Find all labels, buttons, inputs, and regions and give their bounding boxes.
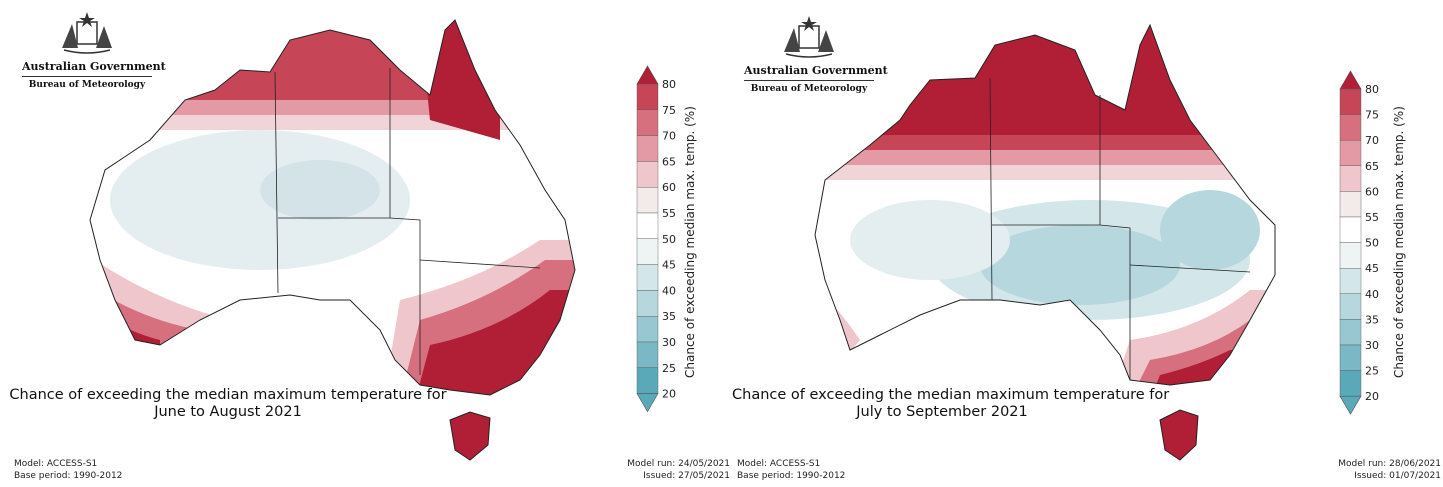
mainland-shading bbox=[815, 25, 1275, 385]
colorbar-segment bbox=[1339, 268, 1362, 295]
colorbar-tick-label: 70 bbox=[662, 130, 676, 143]
colorbar-extend-high bbox=[636, 65, 659, 85]
colorbar-tick-label: 65 bbox=[662, 155, 676, 168]
colorbar-tick-label: 80 bbox=[1365, 83, 1379, 96]
colorbar-extend-high bbox=[1339, 70, 1362, 90]
colorbar-segment bbox=[636, 341, 659, 368]
caption-line2: June to August 2021 bbox=[154, 404, 302, 420]
colorbar-segment bbox=[636, 367, 659, 394]
colorbar-tick-label: 20 bbox=[1365, 390, 1379, 403]
colorbar-segment bbox=[636, 316, 659, 343]
colorbar-segment bbox=[1339, 293, 1362, 320]
colorbar: 80 75 70 65 60 55 50 45 40 35 30 25 20 bbox=[1339, 70, 1379, 415]
colorbar-segment bbox=[1339, 216, 1362, 243]
model-label: Model: ACCESS-S1 bbox=[737, 459, 821, 469]
mainland-shading bbox=[90, 20, 575, 395]
colorbar-tick-label: 65 bbox=[1365, 160, 1379, 173]
tasmania-shading bbox=[450, 412, 490, 460]
colorbar-tick-label: 50 bbox=[662, 233, 676, 246]
colorbar-segment bbox=[1339, 191, 1362, 218]
colorbar: 80 75 70 65 60 55 50 45 40 35 30 25 20 bbox=[636, 65, 676, 413]
colorbar-tick-label: 70 bbox=[1365, 134, 1379, 147]
colorbar-tick-label: 40 bbox=[662, 284, 676, 297]
tasmania-shading bbox=[1160, 410, 1198, 460]
colorbar-segment bbox=[1339, 344, 1362, 371]
australia-map-jja: 80 75 70 65 60 55 50 45 40 35 30 25 20 bbox=[89, 19, 676, 461]
bom-logo: Australian Government Bureau of Meteorol… bbox=[22, 12, 166, 90]
colorbar-tick-label: 40 bbox=[1365, 288, 1379, 301]
colorbar-tick-label: 45 bbox=[662, 259, 676, 272]
forecast-map-panel-jja: 80 75 70 65 60 55 50 45 40 35 30 25 20 Australian Go… bbox=[8, 12, 730, 482]
colorbar-tick-label: 20 bbox=[662, 388, 676, 401]
model-run-label: Model run: 28/06/2021 bbox=[1338, 459, 1441, 469]
issued-label: Issued: 01/07/2021 bbox=[1354, 471, 1441, 481]
colorbar-tick-label: 45 bbox=[1365, 262, 1379, 275]
coastline bbox=[814, 23, 1276, 386]
colorbar-segment bbox=[636, 83, 659, 110]
logo-gov-text: Australian Government bbox=[744, 64, 888, 81]
colorbar-segment bbox=[1339, 319, 1362, 346]
caption-line1: Chance of exceeding the median maximum t… bbox=[9, 387, 447, 403]
colorbar-tick-label: 75 bbox=[662, 104, 676, 117]
colorbar-segment bbox=[1339, 370, 1362, 397]
logo-bom-text: Bureau of Meteorology bbox=[28, 80, 146, 90]
colorbar-segment bbox=[636, 161, 659, 188]
colorbar-segment bbox=[636, 135, 659, 162]
colorbar-segment bbox=[636, 212, 659, 239]
colorbar-tick-label: 50 bbox=[1365, 237, 1379, 250]
colorbar-tick-label: 25 bbox=[1365, 365, 1379, 378]
colorbar-tick-label: 55 bbox=[1365, 211, 1379, 224]
colorbar-segment bbox=[636, 290, 659, 317]
forecast-map-panel-jas: 80 75 70 65 60 55 50 45 40 35 30 25 20 Australian Go… bbox=[730, 0, 1443, 487]
colorbar-tick-label: 25 bbox=[662, 362, 676, 375]
colorbar-segment bbox=[636, 264, 659, 291]
colorbar-tick-label: 35 bbox=[1365, 313, 1379, 326]
model-run-label: Model run: 24/05/2021 bbox=[627, 459, 730, 469]
colorbar-tick-label: 55 bbox=[662, 207, 676, 220]
colorbar-title: Chance of exceeding median max. temp. (%… bbox=[1392, 106, 1406, 378]
colorbar-title: Chance of exceeding median max. temp. (%… bbox=[683, 106, 697, 378]
run-info: Model run: 24/05/2021 Issued: 27/05/2021 bbox=[627, 458, 730, 482]
map-caption: Chance of exceeding the median maximum t… bbox=[732, 387, 1170, 421]
run-info: Model run: 28/06/2021 Issued: 01/07/2021 bbox=[1338, 458, 1441, 482]
coat-of-arms-icon bbox=[62, 12, 112, 54]
colorbar-tick-label: 75 bbox=[1365, 109, 1379, 122]
base-period-label: Base period: 1990-2012 bbox=[737, 471, 846, 481]
colorbar-tick-label: 80 bbox=[662, 78, 676, 91]
colorbar-segment bbox=[1339, 88, 1362, 115]
colorbar-segment bbox=[636, 238, 659, 265]
coat-of-arms-icon bbox=[784, 16, 834, 58]
australia-map-jas: 80 75 70 65 60 55 50 45 40 35 30 25 20 bbox=[814, 23, 1379, 461]
colorbar-segment bbox=[1339, 165, 1362, 192]
logo-bom-text: Bureau of Meteorology bbox=[750, 84, 868, 94]
coastline bbox=[89, 19, 576, 396]
caption-line2: July to September 2021 bbox=[856, 404, 1028, 420]
colorbar-extend-low bbox=[636, 393, 659, 413]
logo-gov-text: Australian Government bbox=[22, 60, 166, 77]
map-caption: Chance of exceeding the median maximum t… bbox=[8, 387, 448, 421]
colorbar-tick-label: 30 bbox=[1365, 339, 1379, 352]
tasmania-coastline bbox=[449, 411, 491, 461]
colorbar-tick-label: 35 bbox=[662, 310, 676, 323]
colorbar-tick-label: 60 bbox=[662, 181, 676, 194]
colorbar-extend-low bbox=[1339, 395, 1362, 415]
colorbar-segment bbox=[1339, 242, 1362, 269]
model-info: Model: ACCESS-S1 Base period: 1990-2012 bbox=[737, 458, 845, 482]
issued-label: Issued: 27/05/2021 bbox=[643, 471, 730, 481]
bom-logo: Australian Government Bureau of Meteorol… bbox=[744, 16, 888, 94]
model-info: Model: ACCESS-S1 Base period: 1990-2012 bbox=[14, 458, 122, 482]
model-label: Model: ACCESS-S1 bbox=[14, 459, 98, 469]
colorbar-tick-label: 60 bbox=[1365, 185, 1379, 198]
state-borders bbox=[989, 77, 1251, 380]
base-period-label: Base period: 1990-2012 bbox=[14, 471, 123, 481]
colorbar-segment bbox=[1339, 139, 1362, 166]
caption-line1: Chance of exceeding the median maximum t… bbox=[732, 387, 1170, 403]
colorbar-segment bbox=[1339, 114, 1362, 141]
state-borders bbox=[274, 68, 541, 375]
colorbar-tick-label: 30 bbox=[662, 336, 676, 349]
colorbar-segment bbox=[636, 109, 659, 136]
tasmania-coastline bbox=[1159, 409, 1199, 461]
colorbar-segment bbox=[636, 186, 659, 214]
